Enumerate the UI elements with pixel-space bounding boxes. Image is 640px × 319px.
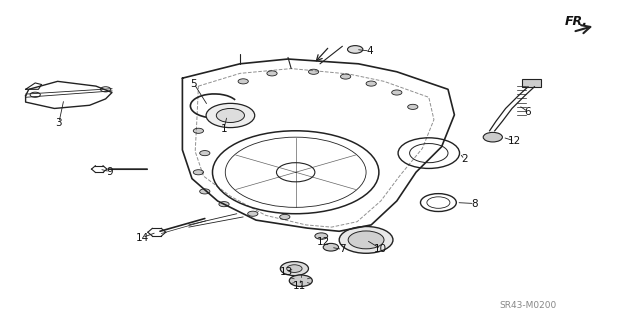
Circle shape xyxy=(280,214,290,219)
Text: 13: 13 xyxy=(280,267,293,277)
Circle shape xyxy=(348,231,384,249)
Text: 3: 3 xyxy=(56,118,62,128)
Text: 14: 14 xyxy=(136,233,148,243)
Circle shape xyxy=(339,226,393,253)
Circle shape xyxy=(408,104,418,109)
Text: 9: 9 xyxy=(107,167,113,177)
Circle shape xyxy=(308,69,319,74)
Circle shape xyxy=(193,170,204,175)
Circle shape xyxy=(216,108,244,122)
Circle shape xyxy=(193,128,204,133)
Text: 12: 12 xyxy=(508,136,521,146)
Circle shape xyxy=(280,262,308,276)
Circle shape xyxy=(248,211,258,216)
Text: 2: 2 xyxy=(461,154,468,165)
Text: FR.: FR. xyxy=(564,15,588,28)
Circle shape xyxy=(315,233,328,239)
Text: 1: 1 xyxy=(221,123,227,134)
Circle shape xyxy=(267,71,277,76)
Text: 8: 8 xyxy=(472,198,478,209)
Text: 10: 10 xyxy=(374,244,387,254)
Circle shape xyxy=(289,275,312,286)
Circle shape xyxy=(200,189,210,194)
Circle shape xyxy=(366,81,376,86)
Text: SR43-M0200: SR43-M0200 xyxy=(499,301,556,310)
Circle shape xyxy=(340,74,351,79)
Circle shape xyxy=(200,151,210,156)
Circle shape xyxy=(483,132,502,142)
Circle shape xyxy=(206,103,255,128)
Circle shape xyxy=(348,46,363,53)
Circle shape xyxy=(287,265,302,272)
Text: 5: 5 xyxy=(191,78,197,89)
Text: 7: 7 xyxy=(339,244,346,255)
Circle shape xyxy=(238,79,248,84)
Text: 12: 12 xyxy=(317,237,330,247)
Text: 6: 6 xyxy=(525,107,531,117)
Circle shape xyxy=(392,90,402,95)
Text: 4: 4 xyxy=(367,46,373,56)
Bar xyxy=(522,79,541,87)
Text: 11: 11 xyxy=(293,280,306,291)
Circle shape xyxy=(219,202,229,207)
Circle shape xyxy=(323,243,339,251)
